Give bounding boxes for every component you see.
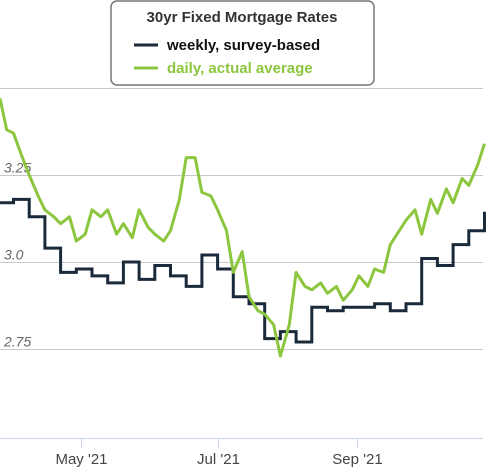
series-line-weekly[interactable]	[0, 197, 486, 344]
series-line-daily[interactable]	[0, 98, 486, 358]
x-tick-label: Sep '21	[332, 451, 382, 468]
x-tick-label: May '21	[55, 451, 107, 468]
grid-layer	[0, 88, 483, 350]
series-layer	[0, 98, 486, 358]
legend-label-weekly: weekly, survey-based	[166, 37, 320, 54]
legend-title: 30yr Fixed Mortgage Rates	[147, 9, 338, 26]
legend-item-daily[interactable]: daily, actual average	[134, 60, 313, 77]
y-tick-label: 3.0	[4, 247, 24, 263]
x-tick-label: Jul '21	[197, 451, 240, 468]
y-tick-label: 2.75	[3, 334, 31, 350]
legend-box	[110, 0, 375, 86]
x-tick-labels: May '21 Jul '21 Sep '21	[55, 451, 382, 468]
x-axis	[0, 438, 483, 448]
y-tick-labels: 2.753.03.25	[3, 160, 31, 350]
legend-label-daily: daily, actual average	[167, 60, 313, 77]
legend-item-weekly[interactable]: weekly, survey-based	[134, 37, 320, 54]
legend[interactable]: 30yr Fixed Mortgage Rates weekly, survey…	[110, 0, 375, 86]
